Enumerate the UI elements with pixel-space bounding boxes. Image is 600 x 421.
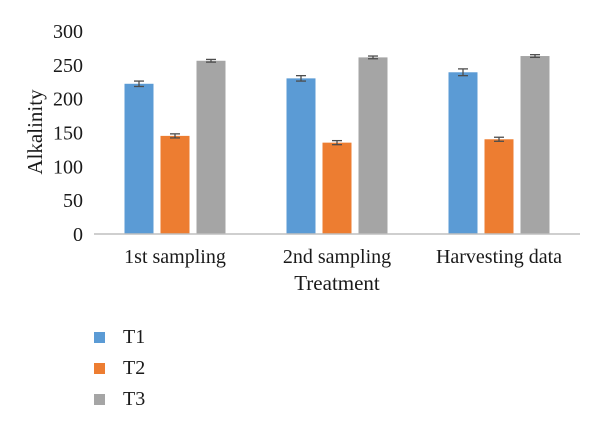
legend-label-t2: T2 bbox=[123, 356, 146, 379]
x-tick-label: 1st sampling bbox=[124, 246, 226, 268]
error-bar-t2-1 bbox=[170, 133, 180, 139]
y-tick-label: 200 bbox=[53, 89, 83, 111]
x-axis-title: Treatment bbox=[294, 271, 380, 295]
error-bar-t1-2 bbox=[296, 75, 306, 82]
bar-t3-3 bbox=[520, 56, 550, 234]
x-axis-ticks: 1st sampling 2nd sampling Harvesting data bbox=[124, 246, 562, 268]
x-tick-label: Harvesting data bbox=[436, 246, 562, 268]
legend-item-t1: T1 bbox=[94, 322, 145, 352]
legend-swatch-t2 bbox=[94, 362, 105, 374]
bar-t1-1 bbox=[124, 83, 154, 234]
legend: T1 T2 T3 bbox=[94, 322, 145, 415]
y-tick-label: 0 bbox=[73, 224, 83, 246]
error-bar-t3-1 bbox=[206, 58, 216, 63]
bar-t1-2 bbox=[286, 78, 316, 234]
legend-item-t2: T2 bbox=[94, 353, 145, 383]
y-axis-title: Alkalinity bbox=[23, 89, 47, 175]
legend-label-t1: T1 bbox=[123, 325, 146, 348]
error-bar-t3-3 bbox=[530, 54, 540, 59]
bar-t2-2 bbox=[322, 142, 352, 234]
y-tick-label: 300 bbox=[53, 21, 83, 43]
error-bar-t2-2 bbox=[332, 139, 342, 146]
legend-item-t3: T3 bbox=[94, 384, 145, 414]
error-bar-t1-3 bbox=[458, 68, 468, 77]
x-tick-label: 2nd sampling bbox=[283, 246, 391, 268]
y-axis-ticks: 0 50 100 150 200 250 300 bbox=[53, 21, 83, 246]
y-tick-label: 50 bbox=[63, 190, 83, 212]
error-bar-t2-3 bbox=[494, 136, 504, 142]
y-tick-label: 150 bbox=[53, 123, 83, 145]
legend-swatch-t3 bbox=[94, 393, 105, 405]
error-bar-t1-1 bbox=[134, 80, 144, 88]
y-tick-label: 250 bbox=[53, 55, 83, 77]
bar-t1-3 bbox=[448, 72, 478, 234]
bar-t3-2 bbox=[358, 57, 388, 234]
bar-t2-1 bbox=[160, 135, 190, 234]
bar-t3-1 bbox=[196, 60, 226, 235]
legend-label-t3: T3 bbox=[123, 387, 146, 410]
error-bar-t3-2 bbox=[368, 55, 378, 60]
bars bbox=[124, 54, 550, 235]
y-tick-label: 100 bbox=[53, 156, 83, 178]
legend-swatch-t1 bbox=[94, 331, 105, 343]
bar-t2-3 bbox=[484, 139, 514, 234]
